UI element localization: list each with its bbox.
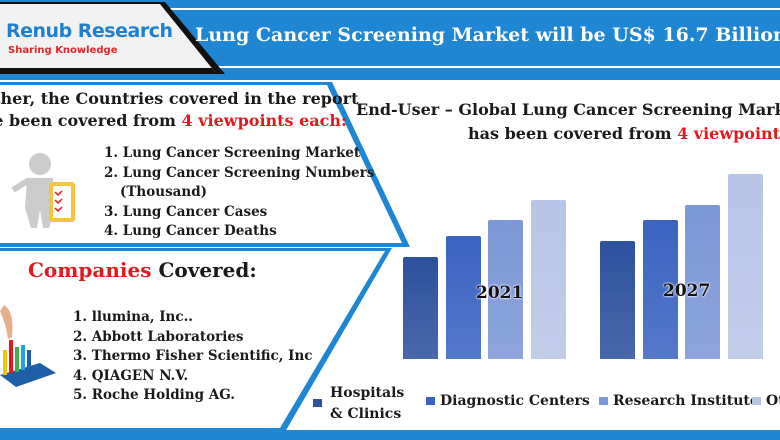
list-item: 2. Lung Cancer Screening Numbers [104, 164, 375, 181]
text: have been covered from [0, 111, 176, 130]
bar-2021-1 [445, 236, 481, 359]
category-label: 2021 [476, 283, 524, 303]
legend-swatch [426, 397, 435, 405]
legend-label: Others [766, 393, 780, 409]
countries-heading-line1: Further, the Countries covered in the re… [0, 89, 359, 108]
companies-heading: Companies Covered: [28, 258, 257, 282]
legend-label: Diagnostic Centers [440, 393, 590, 409]
list-item: 4. Lung Cancer Deaths [104, 223, 277, 239]
person-clipboard-icon [11, 153, 75, 228]
list-item: 2. Abbott Laboratories [73, 328, 244, 345]
legend-swatch [752, 397, 761, 405]
countries-heading-line2: have been covered from 4 viewpoints each… [0, 111, 347, 130]
logo-tagline: Sharing Knowledge [8, 45, 118, 56]
headline: Lung Cancer Screening Market will be US$… [195, 24, 780, 46]
bar-2021-3 [530, 200, 566, 359]
divider [0, 8, 780, 10]
legend-item: Research Institute [599, 393, 759, 409]
footer-bar [0, 430, 780, 440]
highlight: Companies [28, 258, 152, 282]
legend-item: Others [752, 393, 780, 409]
bar-2027-1 [642, 220, 678, 359]
legend-label: Research Institute [613, 393, 759, 409]
logo-brand: Renub Research [6, 20, 173, 42]
list-item: 3. Thermo Fisher Scientific, Inc [73, 348, 313, 364]
legend-item: Hospitals & Clinics [313, 383, 404, 425]
bar-2021-2 [488, 220, 523, 359]
text: Covered: [151, 258, 257, 282]
list-item: 4. QIAGEN N.V. [73, 367, 189, 384]
list-item: 1. Lung Cancer Screening Market [104, 145, 361, 161]
chart-title-line2: has been covered from 4 viewpoints [468, 124, 780, 143]
chart-title-line1: End-User – Global Lung Cancer Screening … [356, 100, 780, 119]
text: has been covered from [468, 124, 678, 143]
list-item: 5. Roche Holding AG. [73, 387, 235, 403]
legend-swatch [313, 399, 322, 407]
highlight: 4 viewpoints each: [181, 111, 347, 130]
category-label: 2027 [663, 281, 711, 301]
legend-label: & Clinics [330, 406, 402, 422]
list-item: (Thousand) [120, 184, 208, 200]
legend-swatch [599, 397, 608, 405]
legend-label: Hospitals [330, 385, 405, 401]
divider [0, 66, 780, 68]
countries-list: 1. Lung Cancer Screening Market 2. Lung … [104, 144, 374, 242]
bar-2021-0 [403, 257, 438, 359]
bar-2027-3 [727, 174, 763, 359]
list-item: 3. Lung Cancer Cases [104, 203, 268, 220]
companies-list: 1. llumina, Inc.. 2. Abbott Laboratories… [73, 308, 313, 406]
bar-2027-0 [600, 241, 635, 359]
legend-item: Diagnostic Centers [426, 393, 590, 409]
bar-2027-2 [685, 205, 720, 359]
list-item: 1. llumina, Inc.. [73, 309, 193, 325]
highlight: 4 viewpoints [677, 124, 780, 143]
tablet-chart-icon [0, 305, 56, 387]
